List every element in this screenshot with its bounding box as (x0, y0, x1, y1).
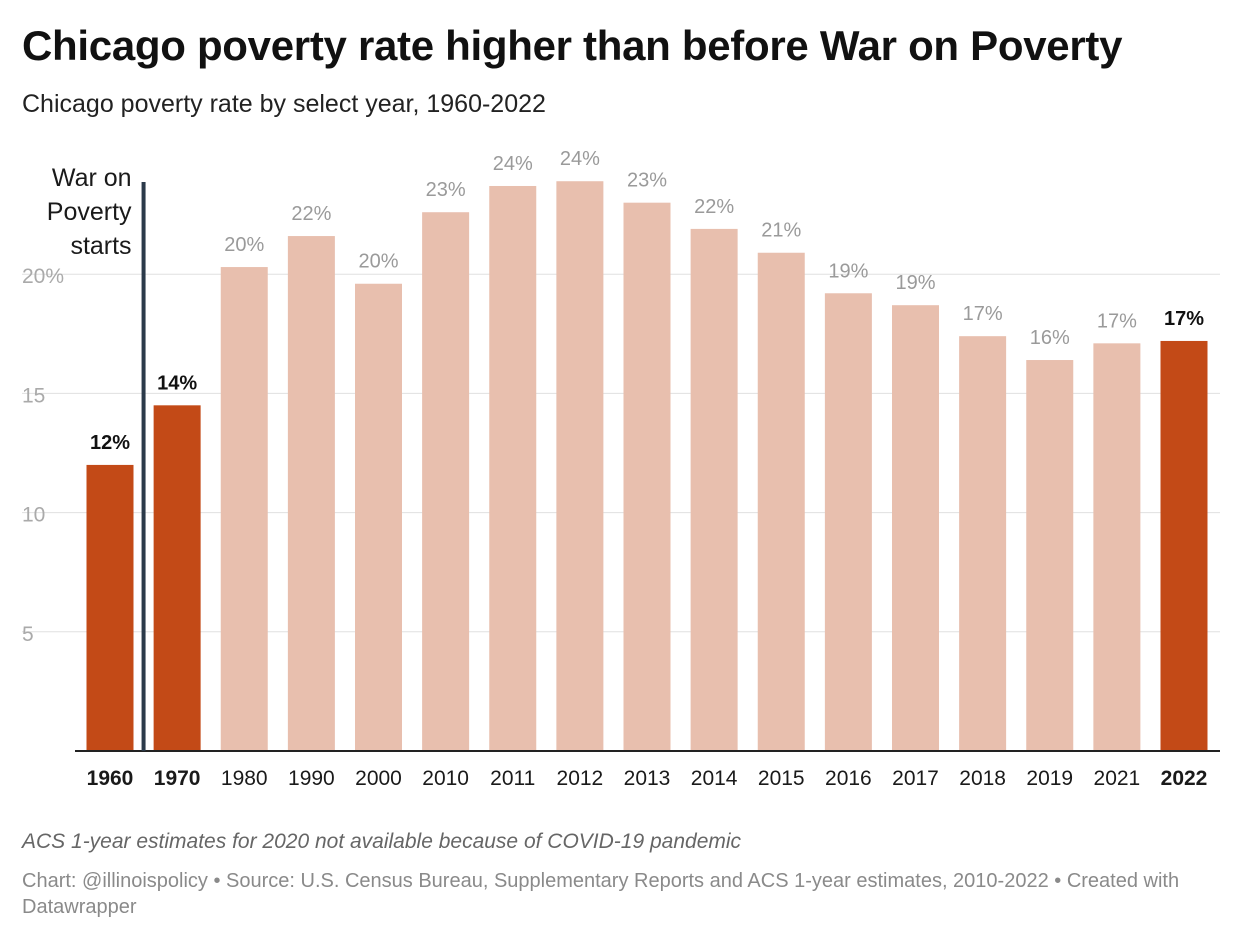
chart-title: Chicago poverty rate higher than before … (22, 22, 1123, 69)
bar (959, 336, 1007, 751)
x-tick-label: 2017 (892, 767, 939, 790)
bar (86, 464, 134, 751)
x-tick-label: 1960 (87, 767, 134, 790)
x-tick-label: 2013 (624, 767, 671, 790)
y-tick-label: 20% (22, 265, 64, 288)
data-label: 24% (560, 148, 600, 170)
bar (623, 202, 671, 751)
chart-subtitle: Chicago poverty rate by select year, 196… (22, 90, 546, 118)
bar (1026, 360, 1074, 751)
bar (757, 252, 805, 751)
data-label: 20% (358, 251, 398, 273)
x-tick-label: 2021 (1094, 767, 1141, 790)
annotation-text: Poverty (47, 198, 132, 226)
chart-note: ACS 1-year estimates for 2020 not availa… (22, 830, 742, 853)
x-tick-label: 2022 (1161, 767, 1208, 790)
x-tick-label: 2016 (825, 767, 872, 790)
bar (220, 267, 268, 751)
data-label: 17% (1097, 310, 1137, 332)
data-label: 14% (157, 372, 197, 394)
bar (556, 181, 604, 751)
data-label: 19% (895, 272, 935, 294)
x-tick-label: 2014 (691, 767, 738, 790)
data-label: 22% (291, 203, 331, 225)
y-tick-label: 15 (22, 384, 45, 407)
bar (1093, 343, 1141, 751)
chart-source: Chart: @illinoispolicy • Source: U.S. Ce… (22, 870, 1180, 918)
bar (1160, 340, 1208, 751)
bar (892, 305, 939, 751)
chart-area: 5 10 15 20% 12% 1960 14% 1970 20% 1980 22% 1990 20% 2… (0, 140, 1240, 800)
data-label: 22% (694, 196, 734, 218)
annotation-text: starts (70, 232, 131, 260)
bar (153, 405, 201, 751)
data-label: 20% (224, 234, 264, 256)
bar (489, 185, 537, 751)
data-label: 23% (426, 179, 466, 201)
x-tick-label: 1970 (154, 767, 201, 790)
data-label: 17% (963, 303, 1003, 325)
data-label: 16% (1030, 327, 1070, 349)
data-label: 23% (627, 170, 667, 192)
bar (287, 236, 335, 751)
bar (422, 212, 470, 751)
y-tick-label: 10 (22, 504, 45, 527)
data-label: 21% (761, 220, 801, 242)
x-tick-label: 1990 (288, 767, 335, 790)
x-tick-label: 2019 (1026, 767, 1073, 790)
bar (355, 283, 402, 751)
bar-chart: 5 10 15 20% 12% 1960 14% 1970 20% 1980 22% 1990 20% 2… (22, 148, 1220, 790)
x-tick-label: 2018 (959, 767, 1006, 790)
y-tick-label: 5 (22, 623, 34, 646)
bar (690, 228, 738, 751)
data-label: 17% (1164, 308, 1204, 330)
x-tick-label: 2010 (422, 767, 469, 790)
x-tick-label: 2011 (490, 767, 535, 790)
data-label: 12% (90, 432, 130, 454)
x-tick-label: 1980 (221, 767, 268, 790)
data-label: 24% (493, 153, 533, 175)
x-tick-label: 2012 (557, 767, 604, 790)
x-tick-label: 2015 (758, 767, 805, 790)
x-tick-label: 2000 (355, 767, 402, 790)
data-label: 19% (828, 260, 868, 282)
annotation-text: War on (52, 164, 132, 192)
bar (824, 293, 872, 751)
